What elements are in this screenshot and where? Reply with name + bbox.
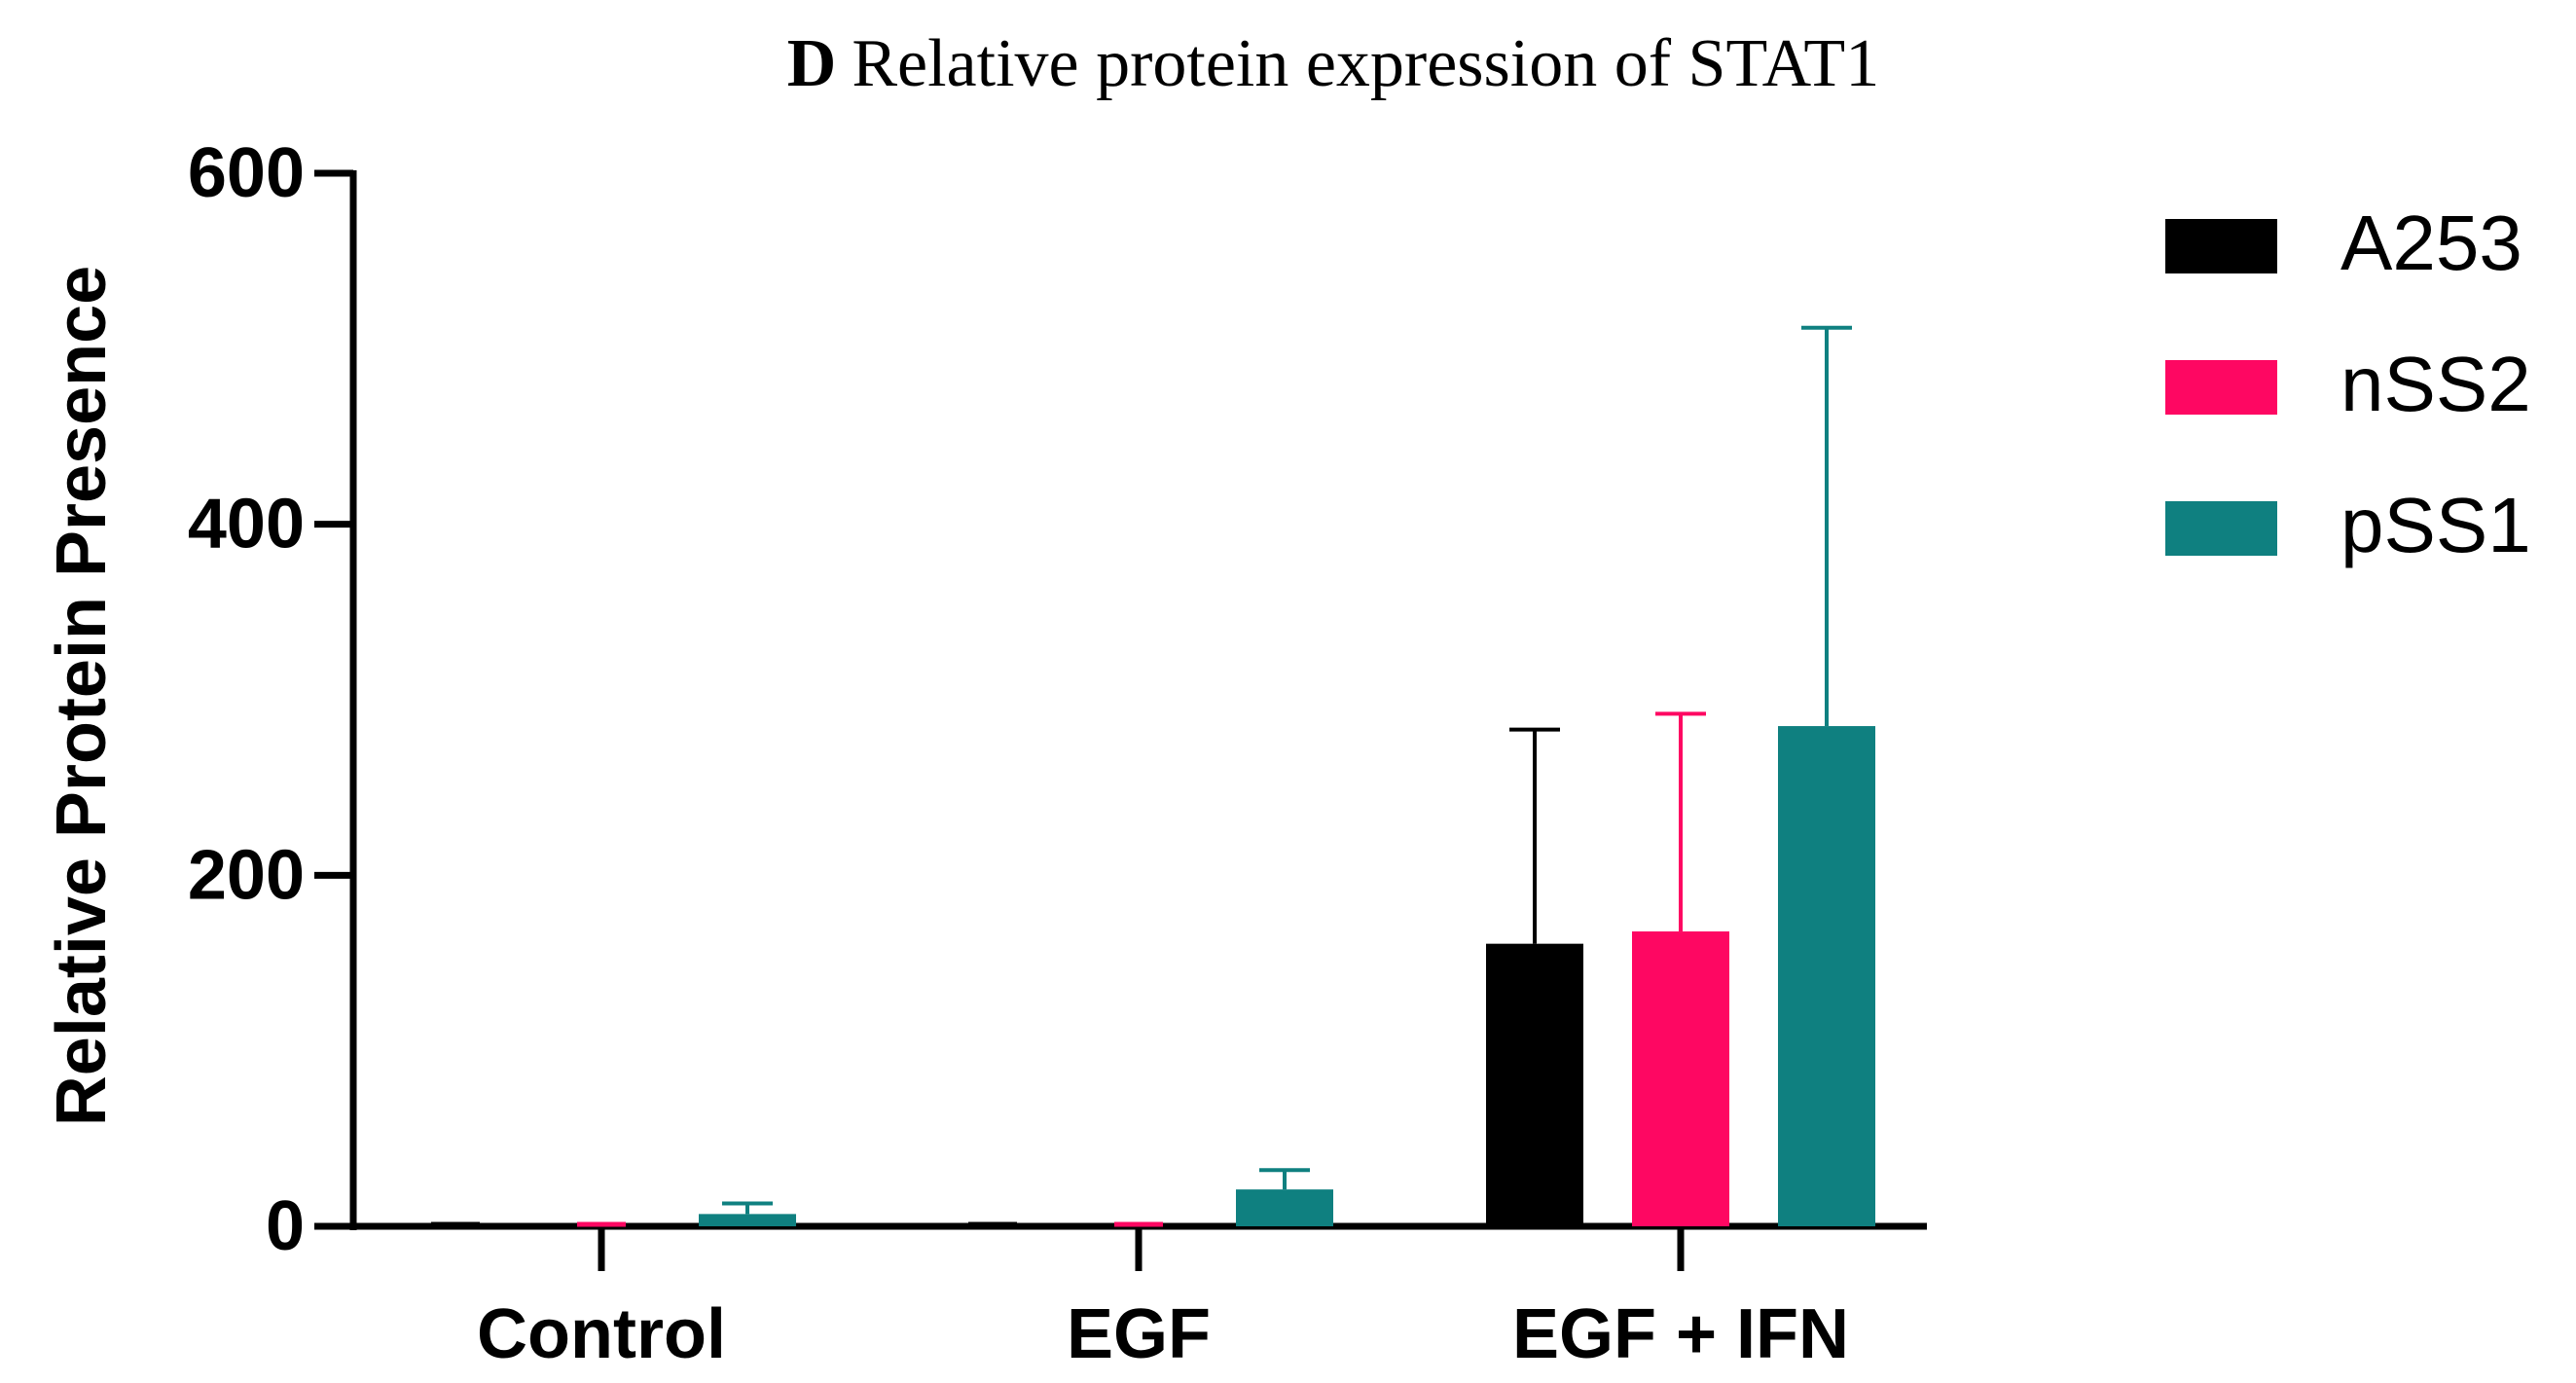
legend-swatch-a253 — [2165, 219, 2277, 273]
legend-label-a253: A253 — [2340, 200, 2522, 286]
legend-label-nss2: nSS2 — [2340, 341, 2531, 427]
chart-title-text: Relative protein expression of STAT1 — [852, 26, 1879, 101]
bar-nss2 — [1632, 931, 1729, 1226]
y-tick-label: 600 — [188, 134, 305, 212]
legend-label-pss1: pSS1 — [2340, 482, 2531, 568]
plot-area: 0 200 400 600 Control EGF EGF + IFN — [188, 134, 1927, 1373]
y-axis-label: Relative Protein Presence — [43, 266, 121, 1126]
legend: A253 nSS2 pSS1 — [2165, 200, 2531, 568]
bar-pss1 — [1236, 1189, 1333, 1226]
legend-swatch-nss2 — [2165, 360, 2277, 415]
x-tick-label: Control — [477, 1295, 726, 1373]
bar-a253 — [1486, 943, 1583, 1226]
y-tick-label: 0 — [266, 1187, 305, 1265]
x-tick-label: EGF + IFN — [1512, 1295, 1849, 1373]
chart-title-letter: D — [787, 26, 837, 101]
legend-swatch-pss1 — [2165, 501, 2277, 556]
x-tick-label: EGF — [1067, 1295, 1211, 1373]
y-tick-label: 200 — [188, 836, 305, 914]
bar-pss1 — [1778, 726, 1875, 1226]
chart-title: D Relative protein expression of STAT1 — [787, 26, 1879, 101]
bar-pss1 — [699, 1214, 796, 1226]
y-tick-label: 400 — [188, 486, 305, 564]
